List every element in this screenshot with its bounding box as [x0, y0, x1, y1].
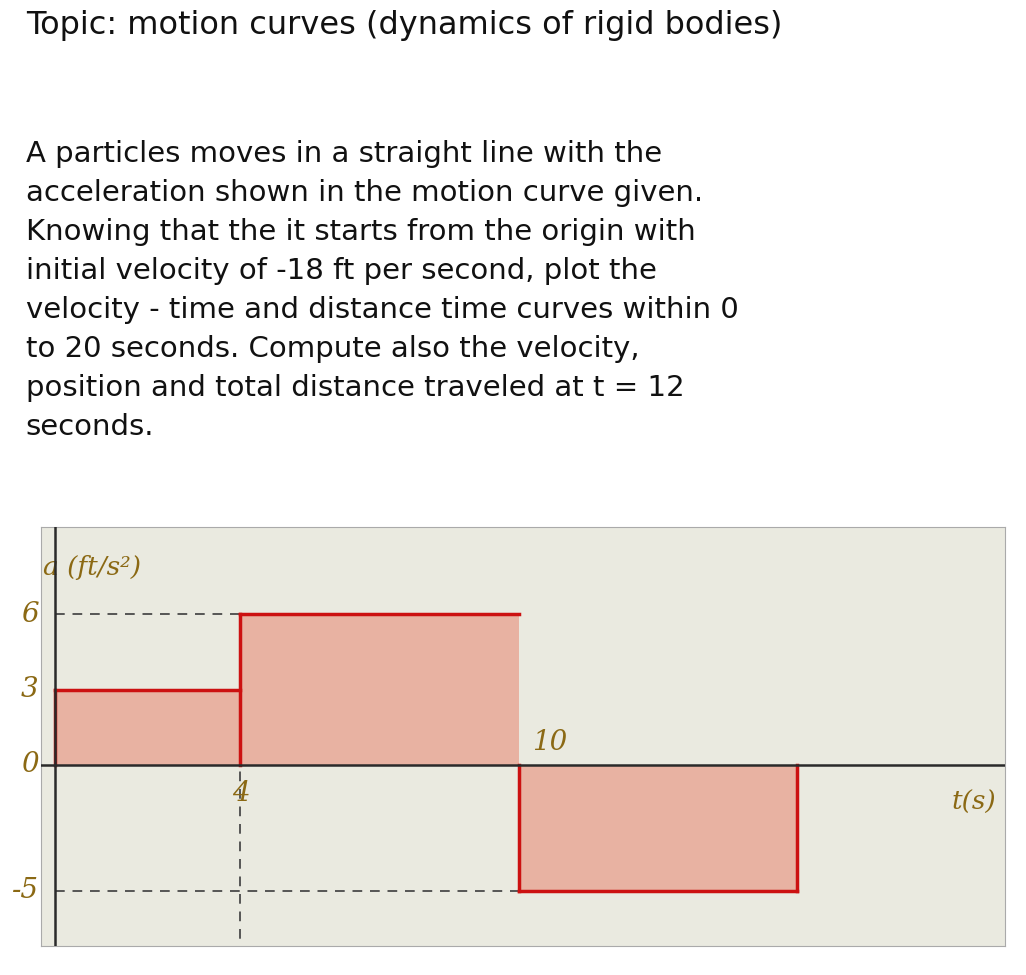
- Text: 6: 6: [22, 601, 39, 628]
- Text: 3: 3: [22, 677, 39, 703]
- Text: -5: -5: [11, 878, 39, 904]
- Bar: [55, 689, 240, 765]
- Bar: [518, 765, 797, 890]
- Text: A particles moves in a straight line with the
acceleration shown in the motion c: A particles moves in a straight line wit…: [26, 139, 739, 441]
- Bar: [240, 614, 518, 765]
- Text: t(s): t(s): [951, 790, 996, 815]
- Text: 4: 4: [232, 780, 249, 807]
- Text: Topic: motion curves (dynamics of rigid bodies): Topic: motion curves (dynamics of rigid …: [26, 11, 782, 41]
- Text: 10: 10: [532, 729, 567, 757]
- Text: a (ft/s²): a (ft/s²): [43, 555, 142, 580]
- Text: 0: 0: [22, 752, 39, 778]
